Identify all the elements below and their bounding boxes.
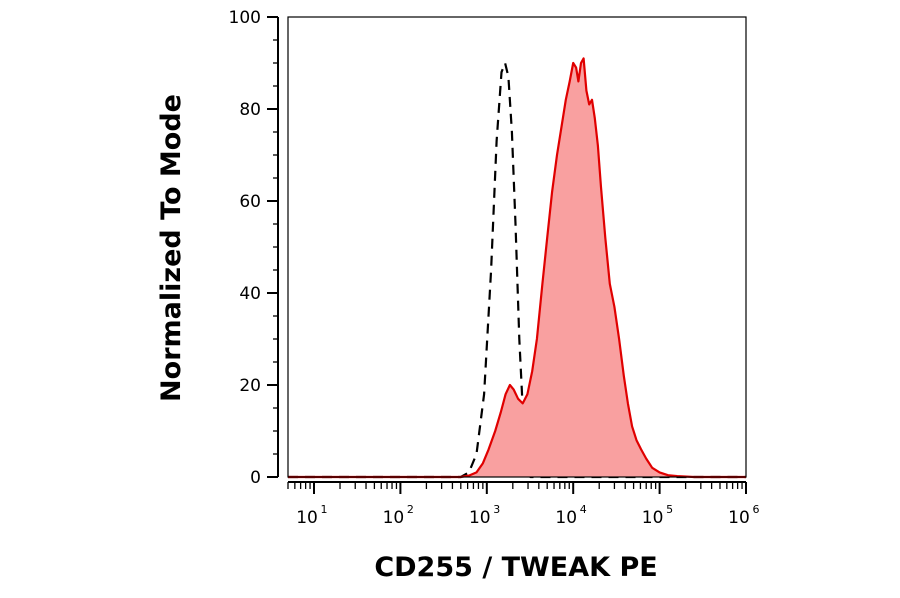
- y-tick-label: 40: [239, 284, 261, 304]
- x-axis-title: CD255 / TWEAK PE: [374, 552, 657, 583]
- y-tick-label: 80: [239, 100, 261, 120]
- y-tick-label: 20: [239, 376, 261, 396]
- x-tick-exponent: 6: [753, 503, 760, 516]
- x-tick-label: 10: [728, 508, 750, 528]
- x-tick-exponent: 1: [321, 503, 328, 516]
- x-tick-label: 10: [296, 508, 318, 528]
- y-tick-label: 60: [239, 192, 261, 212]
- x-tick-exponent: 2: [407, 503, 414, 516]
- x-tick-exponent: 3: [493, 503, 500, 516]
- y-tick-label: 100: [229, 8, 261, 28]
- x-tick-label: 10: [469, 508, 491, 528]
- y-tick-label: 0: [250, 468, 261, 488]
- x-tick-label: 10: [383, 508, 405, 528]
- series-1-line: [288, 57, 746, 479]
- y-axis-title: Normalized To Mode: [156, 94, 187, 402]
- plot-area: [288, 57, 746, 479]
- x-tick-label: 10: [642, 508, 664, 528]
- x-tick-exponent: 5: [666, 503, 673, 516]
- x-tick-exponent: 4: [580, 503, 587, 516]
- plot-frame: [287, 16, 747, 478]
- x-tick-label: 10: [555, 508, 577, 528]
